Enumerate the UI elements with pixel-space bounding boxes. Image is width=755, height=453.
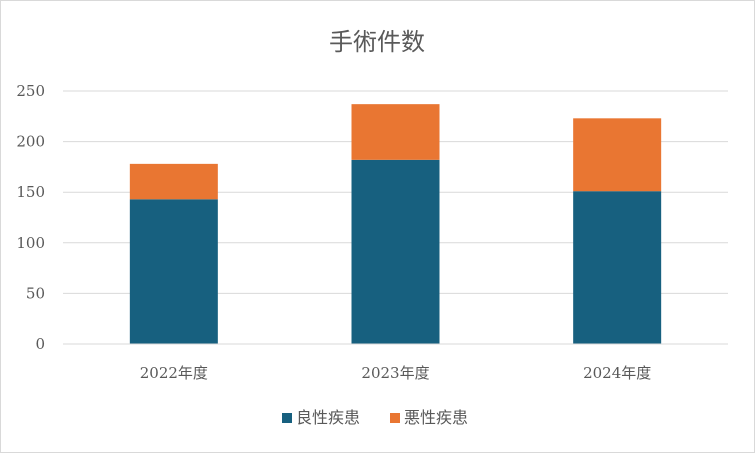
- x-tick-label: 2022年度: [140, 364, 208, 382]
- bar-benign-2: [573, 191, 662, 344]
- chart-title: 手術件数: [329, 28, 425, 56]
- y-axis-tick-labels: 0 50 100 150 200 250: [16, 82, 45, 353]
- y-tick-label: 0: [35, 335, 45, 353]
- legend: 良性疾患 悪性疾患: [282, 408, 468, 427]
- bar-malignant-2: [573, 118, 662, 192]
- bar-benign-1: [351, 159, 440, 344]
- x-axis-tick-labels: 2022年度 2023年度 2024年度: [140, 364, 652, 382]
- y-tick-label: 250: [16, 82, 45, 100]
- legend-label: 悪性疾患: [404, 408, 468, 427]
- legend-label: 良性疾患: [296, 408, 360, 427]
- x-tick-label: 2023年度: [361, 364, 429, 382]
- legend-swatch: [390, 413, 400, 423]
- y-tick-label: 150: [16, 183, 45, 201]
- legend-swatch: [282, 413, 292, 423]
- bar-malignant-0: [129, 163, 218, 200]
- bar-malignant-1: [351, 104, 440, 160]
- x-tick-label: 2024年度: [583, 364, 651, 382]
- bars: [129, 104, 662, 344]
- y-tick-label: 100: [16, 234, 45, 252]
- y-tick-label: 200: [16, 133, 45, 151]
- bar-benign-0: [129, 199, 218, 344]
- y-tick-label: 50: [26, 284, 45, 302]
